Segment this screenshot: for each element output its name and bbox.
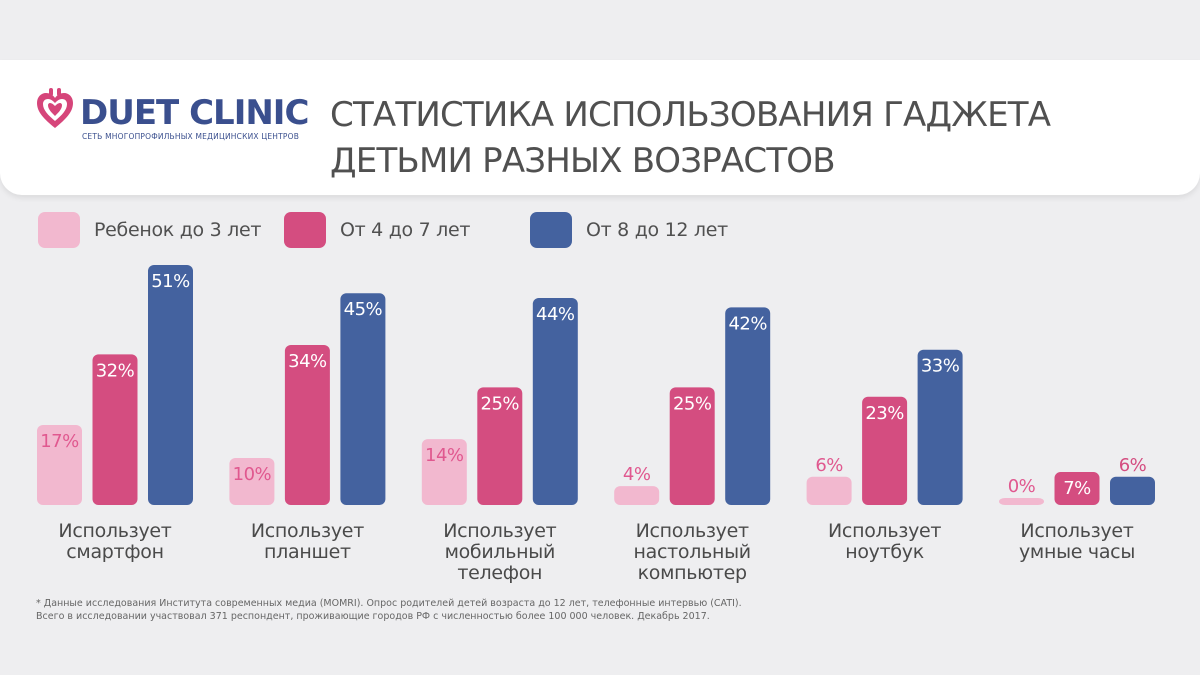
footnote: * Данные исследования Института современ…: [36, 597, 742, 623]
legend-swatch-4-7: [284, 212, 326, 248]
title-line-1: СТАТИСТИКА ИСПОЛЬЗОВАНИЯ ГАДЖЕТА: [330, 95, 1051, 135]
category-label-line: умные часы: [1019, 541, 1135, 563]
bar-0-0: [37, 425, 82, 505]
value-label-1-1: 34%: [288, 351, 327, 372]
title-line-2: ДЕТЬМИ РАЗНЫХ ВОЗРАСТОВ: [330, 141, 836, 181]
bar-2-1: [477, 387, 523, 505]
category-label-2: Использует мобильный телефон: [443, 520, 556, 584]
category-label-line: Использует: [828, 520, 941, 542]
category-label-line: Использует: [251, 520, 364, 542]
footnote-line-2: Всего в исследовании участвовал 371 респ…: [36, 611, 710, 622]
category-label-5: Использует умные часы: [1019, 520, 1135, 563]
bar-4-2: [917, 349, 963, 505]
value-label-1-0: 10%: [233, 464, 272, 485]
value-label-5-1: 7%: [1063, 478, 1091, 499]
legend-label-8-12: От 8 до 12 лет: [586, 219, 728, 241]
brand-tagline: СЕТЬ МНОГОПРОФИЛЬНЫХ МЕДИЦИНСКИХ ЦЕНТРОВ: [82, 132, 300, 141]
category-label-4: Использует ноутбук: [828, 520, 941, 563]
value-label-4-0: 6%: [815, 455, 843, 476]
category-label-0: Использует смартфон: [58, 520, 171, 563]
value-label-0-0: 17%: [40, 431, 79, 452]
bar-5-0: [999, 498, 1044, 505]
value-label-5-2: 6%: [1119, 455, 1147, 476]
value-label-5-0: 0%: [1008, 476, 1036, 497]
category-label-line: Использует: [443, 520, 556, 542]
brand-name: DUET CLINIC: [80, 93, 309, 133]
heart-logo-icon: [37, 88, 73, 128]
category-label-line: настольный: [634, 541, 751, 563]
header-panel: DUET CLINIC СЕТЬ МНОГОПРОФИЛЬНЫХ МЕДИЦИН…: [0, 60, 1200, 195]
bar-2-0: [421, 439, 467, 505]
legend-swatch-under-3: [38, 212, 80, 248]
value-label-3-1: 25%: [673, 393, 712, 414]
bar-4-1: [862, 396, 908, 505]
value-label-3-2: 42%: [728, 313, 767, 334]
page-title: СТАТИСТИКА ИСПОЛЬЗОВАНИЯ ГАДЖЕТА ДЕТЬМИ …: [330, 92, 1051, 184]
bar-0-1: [92, 354, 138, 505]
category-label-line: Использует: [636, 520, 749, 542]
bar-5-2: [1110, 476, 1155, 505]
value-label-3-0: 4%: [623, 464, 651, 485]
legend-label-4-7: От 4 до 7 лет: [340, 219, 471, 241]
category-label-line: смартфон: [66, 541, 163, 563]
bar-1-1: [284, 345, 330, 505]
value-label-0-1: 32%: [96, 360, 135, 381]
bar-4-0: [806, 476, 852, 505]
bar-1-2: [340, 293, 386, 505]
value-label-4-2: 33%: [921, 356, 960, 377]
category-label-1: Использует планшет: [251, 520, 364, 563]
category-label-line: телефон: [457, 562, 542, 584]
value-label-1-2: 45%: [344, 299, 383, 320]
value-label-2-1: 25%: [481, 393, 520, 414]
category-label-line: планшет: [264, 541, 351, 563]
bar-3-1: [669, 387, 715, 505]
value-label-4-1: 23%: [865, 403, 904, 424]
bar-5-1: [1054, 472, 1100, 505]
legend-swatch-8-12: [530, 212, 572, 248]
bar-3-0: [614, 486, 660, 505]
value-label-2-0: 14%: [425, 445, 464, 466]
category-label-line: ноутбук: [845, 541, 924, 563]
bar-2-2: [532, 297, 578, 505]
bar-1-0: [229, 457, 275, 505]
value-label-0-2: 51%: [151, 271, 190, 292]
value-label-2-2: 44%: [536, 304, 575, 325]
footnote-line-1: * Данные исследования Института современ…: [36, 598, 742, 609]
category-label-line: Использует: [58, 520, 171, 542]
bar-0-2: [148, 265, 193, 505]
bar-3-2: [725, 307, 771, 505]
category-label-line: мобильный: [445, 541, 555, 563]
category-label-3: Использует настольный компьютер: [634, 520, 751, 584]
category-label-line: Использует: [1020, 520, 1133, 542]
bar-chart: 17%32%51%Использует смартфон10%34%45%Испо…: [37, 265, 1155, 584]
legend-label-under-3: Ребенок до 3 лет: [94, 219, 262, 241]
category-label-line: компьютер: [638, 562, 747, 584]
